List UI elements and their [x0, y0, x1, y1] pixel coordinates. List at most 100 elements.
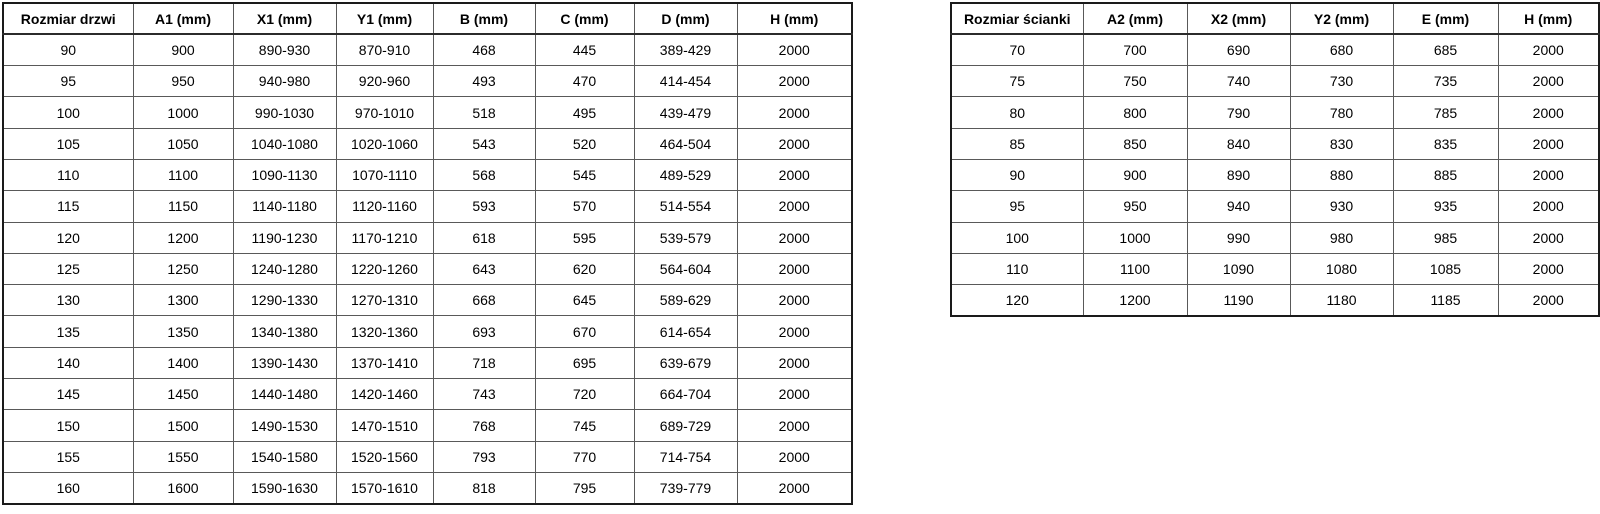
table-row: 140 1400 1390-1430 1370-1410 718 695 639-679 20… — [2, 346, 853, 380]
table-cell: 1440-1480 — [232, 378, 337, 411]
table-cell: 2000 — [736, 346, 853, 380]
table-cell: 740 — [1186, 65, 1291, 98]
table-cell: 1490-1530 — [232, 409, 337, 442]
table-cell: 720 — [534, 378, 635, 411]
table-cell: 690 — [1186, 33, 1291, 67]
table-cell: 1300 — [132, 284, 234, 317]
table-cell: 1320-1360 — [335, 315, 434, 348]
table-cell: 100 — [2, 96, 134, 129]
table-cell: 990 — [1186, 221, 1291, 254]
table-cell: 2000 — [736, 221, 853, 254]
table-cell: 1540-1580 — [232, 440, 337, 473]
table-cell: 1570-1610 — [335, 471, 434, 505]
table-cell: 880 — [1289, 158, 1394, 192]
column-header: D (mm) — [633, 2, 738, 36]
table-cell: 714-754 — [633, 440, 738, 473]
table-cell: 80 — [950, 96, 1084, 129]
table-cell: 90 — [2, 33, 134, 67]
table-cell: 589-629 — [633, 284, 738, 317]
table-cell: 935 — [1392, 190, 1499, 223]
table-row: 90 900 890 880 885 2000 — [950, 158, 1600, 192]
column-header: Rozmiar ścianki — [950, 2, 1084, 36]
table-row: 105 1050 1040-1080 1020-1060 543 520 464-504 20… — [2, 127, 853, 160]
table-cell: 1340-1380 — [232, 315, 337, 348]
table-cell: 785 — [1392, 96, 1499, 129]
table-cell: 1250 — [132, 252, 234, 286]
table-cell: 1100 — [1082, 252, 1188, 286]
table-cell: 1500 — [132, 409, 234, 442]
table-cell: 770 — [534, 440, 635, 473]
table-cell: 1420-1460 — [335, 378, 434, 411]
table-cell: 830 — [1289, 127, 1394, 160]
table-cell: 70 — [950, 33, 1084, 67]
table-cell: 1400 — [132, 346, 234, 380]
column-header: H (mm) — [1497, 2, 1600, 36]
door-size-table: Rozmiar drzwi A1 (mm) X1 (mm) Y1 (mm) B (mm)… — [2, 2, 853, 505]
table-cell: 940 — [1186, 190, 1291, 223]
table-row: 80 800 790 780 785 2000 — [950, 96, 1600, 129]
table-cell: 518 — [432, 96, 536, 129]
table-cell: 1550 — [132, 440, 234, 473]
table-cell: 2000 — [1497, 252, 1600, 286]
table-row: 120 1200 1190 1180 1185 2000 — [950, 284, 1600, 317]
door-table-header-row: Rozmiar drzwi A1 (mm) X1 (mm) Y1 (mm) B (mm)… — [2, 2, 853, 36]
table-cell: 2000 — [736, 96, 853, 129]
wall-table-header-row: Rozmiar ścianki A2 (mm) X2 (mm) Y2 (mm) E (m… — [950, 2, 1600, 36]
table-cell: 1470-1510 — [335, 409, 434, 442]
table-cell: 750 — [1082, 65, 1188, 98]
table-cell: 2000 — [1497, 33, 1600, 67]
table-cell: 95 — [2, 65, 134, 98]
table-cell: 545 — [534, 158, 635, 192]
table-cell: 1150 — [132, 190, 234, 223]
table-cell: 1590-1630 — [232, 471, 337, 505]
table-cell: 985 — [1392, 221, 1499, 254]
table-cell: 2000 — [1497, 190, 1600, 223]
table-cell: 835 — [1392, 127, 1499, 160]
table-row: 85 850 840 830 835 2000 — [950, 127, 1600, 160]
table-cell: 2000 — [1497, 65, 1600, 98]
table-cell: 1120-1160 — [335, 190, 434, 223]
table-cell: 885 — [1392, 158, 1499, 192]
table-cell: 620 — [534, 252, 635, 286]
table-cell: 389-429 — [633, 33, 738, 67]
table-cell: 700 — [1082, 33, 1188, 67]
table-cell: 2000 — [736, 252, 853, 286]
table-row: 90 900 890-930 870-910 468 445 389-429 2000 — [2, 33, 853, 67]
table-cell: 1600 — [132, 471, 234, 505]
table-cell: 105 — [2, 127, 134, 160]
column-header: Y1 (mm) — [335, 2, 434, 36]
table-row: 75 750 740 730 735 2000 — [950, 65, 1600, 98]
table-cell: 90 — [950, 158, 1084, 192]
table-cell: 2000 — [1497, 284, 1600, 317]
wall-size-table: Rozmiar ścianki A2 (mm) X2 (mm) Y2 (mm) E (m… — [950, 2, 1600, 317]
table-row: 130 1300 1290-1330 1270-1310 668 645 589-629 20… — [2, 284, 853, 317]
table-cell: 100 — [950, 221, 1084, 254]
table-cell: 1390-1430 — [232, 346, 337, 380]
table-cell: 1090-1130 — [232, 158, 337, 192]
table-cell: 645 — [534, 284, 635, 317]
table-cell: 664-704 — [633, 378, 738, 411]
table-cell: 730 — [1289, 65, 1394, 98]
table-cell: 1270-1310 — [335, 284, 434, 317]
table-cell: 800 — [1082, 96, 1188, 129]
table-cell: 2000 — [736, 158, 853, 192]
table-cell: 2000 — [736, 471, 853, 505]
table-cell: 2000 — [736, 409, 853, 442]
table-cell: 1520-1560 — [335, 440, 434, 473]
table-cell: 850 — [1082, 127, 1188, 160]
table-cell: 1190 — [1186, 284, 1291, 317]
table-cell: 780 — [1289, 96, 1394, 129]
table-cell: 739-779 — [633, 471, 738, 505]
table-row: 95 950 940 930 935 2000 — [950, 190, 1600, 223]
table-cell: 2000 — [1497, 96, 1600, 129]
table-row: 125 1250 1240-1280 1220-1260 643 620 564-604 20… — [2, 252, 853, 286]
table-cell: 1290-1330 — [232, 284, 337, 317]
table-cell: 680 — [1289, 33, 1394, 67]
table-cell: 464-504 — [633, 127, 738, 160]
table-cell: 1040-1080 — [232, 127, 337, 160]
table-cell: 120 — [950, 284, 1084, 317]
table-cell: 743 — [432, 378, 536, 411]
table-cell: 1020-1060 — [335, 127, 434, 160]
table-cell: 1070-1110 — [335, 158, 434, 192]
